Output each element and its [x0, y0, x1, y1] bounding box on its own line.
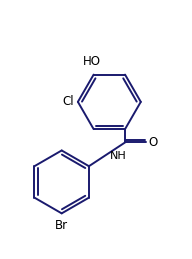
Text: Cl: Cl — [62, 95, 74, 108]
Text: O: O — [148, 136, 158, 149]
Text: Br: Br — [55, 219, 68, 232]
Text: NH: NH — [110, 151, 127, 161]
Text: HO: HO — [83, 55, 101, 68]
